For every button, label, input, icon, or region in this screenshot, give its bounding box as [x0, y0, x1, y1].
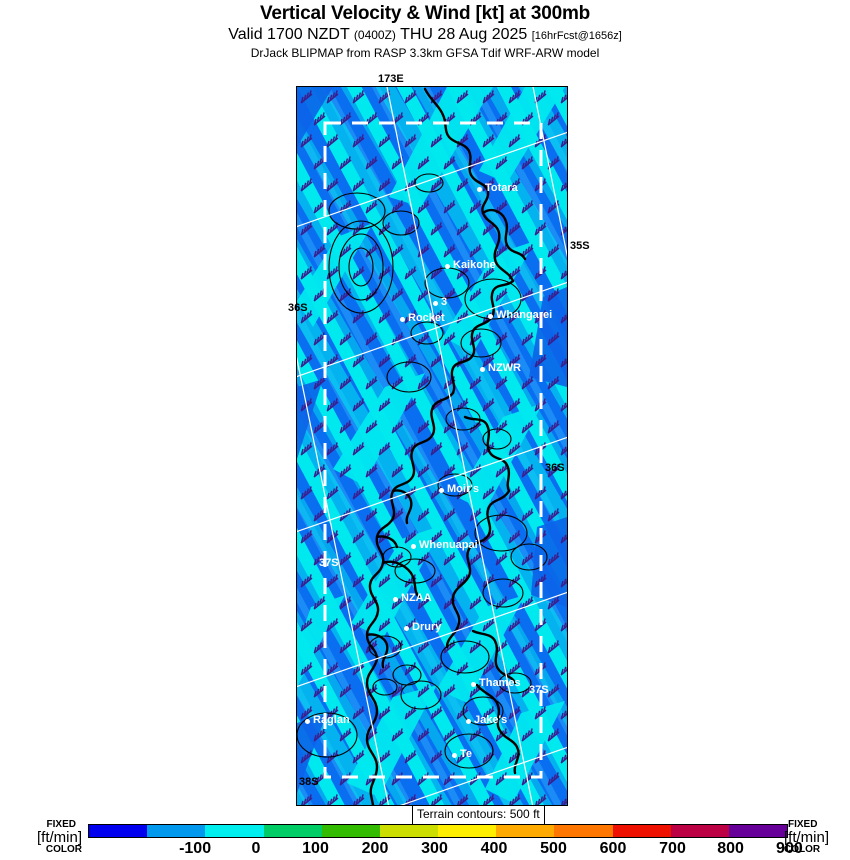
valid-time-prefix: Valid 1700 NZDT	[228, 26, 350, 43]
colorbar-scale-mode-top-left: FIXED	[46, 819, 76, 830]
colorbar-swatch	[438, 825, 497, 837]
colorbar-tick-labels: -100 0 100 200 300 400 500 600 700 800 900	[88, 840, 803, 860]
colorbar-left-label: FIXED [ft/min] COLOR	[6, 820, 82, 858]
valid-time-zulu: (0400Z)	[353, 28, 396, 42]
valid-time-line: Valid 1700 NZDT (0400Z) THU 28 Aug 2025 …	[0, 25, 850, 46]
colorbar-scale-mode-bottom-left: COLOR	[45, 844, 82, 855]
forecast-map[interactable]: Totara Kaikohe 3 Rocket Whangarei NZWR M…	[296, 86, 568, 806]
colorbar-units-right: [ft/min]	[784, 829, 830, 846]
terrain-contour-note: Terrain contours: 500 ft	[412, 805, 545, 825]
colorbar-tick: 500	[540, 840, 567, 857]
colorbar-tick: 900	[776, 840, 803, 857]
page-title: Vertical Velocity & Wind [kt] at 300mb	[259, 3, 591, 24]
colorbar-tick: 0	[251, 840, 261, 857]
forecast-hour-tag: [16hrFcst@1656z]	[531, 30, 622, 42]
colorbar-swatch	[205, 825, 264, 837]
colorbar-gradient	[88, 824, 788, 838]
colorbar: FIXED [ft/min] COLOR -100 0 100 200 300 400 50…	[0, 820, 850, 860]
colorbar-tick: 800	[717, 840, 744, 857]
graticule-label-35s: 35S	[570, 240, 590, 252]
colorbar-tick: 200	[361, 840, 389, 857]
colorbar-swatch	[89, 825, 148, 837]
colorbar-right-label: FIXED [ft/min] COLOR	[784, 820, 850, 858]
colorbar-swatch	[670, 825, 729, 837]
colorbar-scale-mode-top-right: FIXED	[788, 819, 818, 830]
colorbar-swatch	[379, 825, 439, 837]
colorbar-swatch	[612, 825, 671, 837]
colorbar-tick: 100	[302, 840, 329, 857]
model-source-line: DrJack BLIPMAP from RASP 3.3km GFSA Tdif…	[250, 46, 600, 60]
colorbar-swatch	[321, 825, 380, 837]
graticule-label-173e: 173E	[378, 73, 404, 85]
colorbar-swatch	[554, 825, 613, 837]
title-block: Vertical Velocity & Wind [kt] at 300mb V…	[0, 0, 850, 61]
map-canvas	[297, 87, 567, 805]
colorbar-swatch	[496, 825, 555, 837]
colorbar-tick: 600	[599, 840, 627, 857]
colorbar-tick: -100	[179, 840, 212, 857]
colorbar-units-left: [ft/min]	[36, 829, 82, 846]
colorbar-tick: 300	[421, 840, 448, 857]
colorbar-tick: 700	[659, 840, 686, 857]
colorbar-swatch	[147, 825, 206, 837]
colorbar-scale-mode-bottom-right: COLOR	[784, 844, 821, 855]
colorbar-tick: 400	[480, 840, 508, 857]
valid-date: THU 28 Aug 2025	[400, 26, 528, 43]
colorbar-swatch	[263, 825, 322, 837]
colorbar-swatch	[728, 825, 788, 837]
